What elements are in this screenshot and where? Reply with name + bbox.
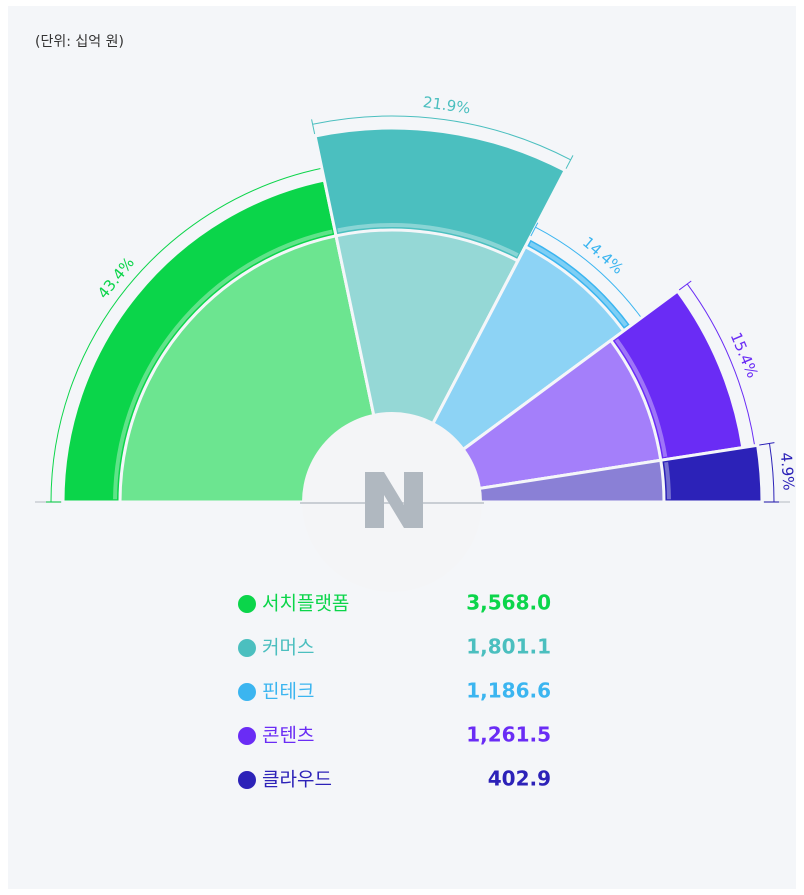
inner-ring	[337, 223, 519, 257]
share-arc	[686, 283, 756, 446]
legend-dot	[238, 727, 256, 745]
share-tick	[530, 222, 539, 237]
segment-inner	[118, 234, 394, 504]
legend-dot	[238, 771, 256, 789]
legend-label: 콘텐츠	[262, 725, 314, 747]
share-tick	[759, 442, 775, 446]
inner-ring	[113, 229, 333, 500]
legend-value: 402.9	[488, 767, 551, 791]
legend-value: 1,801.1	[466, 635, 551, 659]
share-arc	[535, 226, 642, 319]
inner-ring	[664, 461, 671, 500]
legend-value: 1,261.5	[466, 723, 551, 747]
logo	[365, 472, 423, 528]
legend-dot	[238, 683, 256, 701]
inner-ring	[614, 338, 668, 458]
legend-label: 서치플랫폼	[262, 593, 349, 615]
legend-value: 1,186.6	[466, 679, 551, 703]
share-tick	[678, 280, 692, 291]
legend-label: 핀테크	[262, 681, 314, 703]
legend-value: 3,568.0	[466, 591, 551, 615]
legend-label: 커머스	[262, 637, 314, 659]
legend: 서치플랫폼 3,568.0 커머스 1,801.1 핀테크 1,186.6 콘텐츠 1,261…	[238, 591, 551, 791]
share-arc	[50, 167, 322, 503]
share-tick	[565, 155, 574, 169]
share-arc	[312, 115, 571, 161]
unit-label: (단위: 십억 원)	[35, 34, 124, 50]
legend-label: 클라우드	[262, 769, 332, 791]
share-label: 4.9%	[777, 452, 798, 491]
legend-dot	[238, 595, 256, 613]
share-tick	[311, 119, 316, 135]
legend-dot	[238, 639, 256, 657]
inner-ring	[529, 241, 628, 327]
